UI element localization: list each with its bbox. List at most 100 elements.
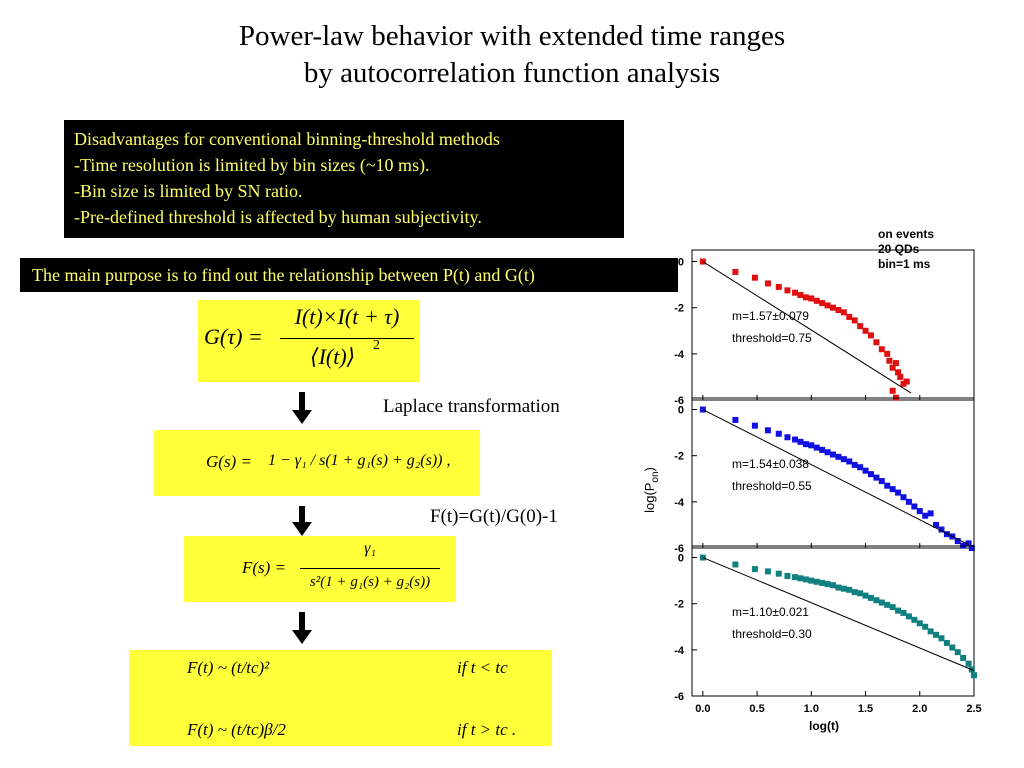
- data-point: [867, 471, 874, 478]
- x-axis-label: log(t): [809, 719, 839, 733]
- x-tick-label: 0.0: [695, 703, 710, 715]
- disadvantage-item: -Pre-defined threshold is affected by hu…: [74, 207, 482, 227]
- g-tau-exponent: 2: [373, 338, 380, 353]
- y-tick-label: -2: [674, 303, 684, 315]
- data-point: [751, 566, 758, 573]
- y-tick-label: 0: [678, 553, 684, 565]
- data-point: [867, 594, 874, 601]
- data-point: [802, 294, 809, 301]
- x-tick-label: 1.5: [858, 703, 873, 715]
- data-point: [835, 584, 842, 591]
- data-point: [792, 574, 799, 581]
- data-point: [911, 503, 918, 510]
- fit-slope-annotation: m=1.54±0.038: [732, 457, 809, 471]
- title-line-1: Power-law behavior with extended time ra…: [238, 20, 786, 52]
- y-axis-label-close: ): [642, 467, 657, 471]
- data-point: [784, 573, 791, 579]
- y-axis-label-main: log(P: [642, 483, 657, 513]
- y-axis-label-subscript: on: [650, 471, 661, 482]
- data-point: [764, 568, 771, 575]
- data-point: [971, 672, 977, 679]
- disadvantages-heading: Disadvantages for conventional binning-t…: [74, 129, 500, 149]
- down-arrow-icon: [292, 392, 312, 424]
- fs-numerator: γ₁: [364, 540, 376, 557]
- data-point: [840, 585, 847, 592]
- data-point: [784, 287, 791, 294]
- data-point: [819, 300, 826, 307]
- panel-frame: [691, 545, 975, 697]
- data-point: [900, 380, 907, 387]
- fs-fraction-bar: [300, 568, 440, 569]
- fit-slope-annotation: m=1.57±0.079: [732, 309, 809, 323]
- data-point: [851, 589, 858, 596]
- data-point: [873, 597, 880, 604]
- equation-fs-box: F(s) = γ₁ s²(1 + g₁(s) + g₂(s)): [184, 536, 456, 602]
- data-point: [851, 317, 858, 324]
- legend-line-1: on events: [878, 227, 934, 241]
- legend-line-3: bin=1 ms: [878, 257, 931, 271]
- data-point: [911, 616, 918, 623]
- data-point: [830, 582, 836, 589]
- data-point: [819, 446, 826, 453]
- data-point: [886, 357, 893, 364]
- data-point: [808, 295, 815, 302]
- fit-line: [702, 409, 969, 545]
- laplace-label: Laplace transformation: [383, 396, 560, 417]
- data-point: [895, 369, 902, 376]
- down-arrow-icon: [292, 612, 312, 644]
- data-point: [968, 545, 975, 551]
- data-point: [949, 644, 956, 651]
- data-point: [954, 649, 961, 656]
- data-point: [792, 289, 799, 296]
- data-point: [699, 258, 706, 265]
- data-point: [927, 510, 934, 517]
- title-line-2: by autocorrelation function analysis: [303, 57, 721, 89]
- legend-line-2: 20 QDs: [878, 242, 920, 256]
- g-tau-lhs: G(τ) =: [204, 324, 263, 349]
- y-tick-label: -2: [674, 599, 684, 611]
- data-point: [819, 579, 826, 586]
- y-axis-label-text: log(Pon): [642, 467, 661, 513]
- data-point: [892, 360, 899, 367]
- ft-definition-label: F(t)=G(t)/G(0)-1: [430, 506, 558, 527]
- data-point: [775, 430, 782, 437]
- data-point: [889, 486, 896, 493]
- data-point: [862, 467, 869, 474]
- data-point: [784, 434, 791, 441]
- data-point: [846, 313, 853, 320]
- data-point: [873, 474, 880, 481]
- x-tick-label: 1.0: [804, 703, 819, 715]
- log-log-chart-svg: on events 20 QDs bin=1 ms 0 -2 -4 -6 m=1.57±…: [642, 227, 982, 733]
- data-point: [824, 302, 831, 309]
- gs-body: 1 − γ₁ / s(1 + g₁(s) + g₂(s)) ,: [268, 452, 451, 469]
- data-point: [884, 350, 891, 357]
- data-point: [775, 283, 782, 290]
- y-tick-label: -6: [674, 543, 684, 555]
- data-point: [857, 323, 864, 330]
- data-point: [900, 494, 907, 501]
- disadvantage-item: -Time resolution is limited by bin sizes…: [74, 155, 430, 175]
- data-point: [862, 327, 869, 334]
- data-point: [824, 449, 831, 456]
- panel-frame: [691, 249, 975, 401]
- data-point: [943, 639, 950, 646]
- g-tau-denominator: ⟨I(t)⟩: [310, 344, 356, 369]
- data-point: [867, 332, 874, 339]
- data-point: [813, 444, 820, 451]
- purpose-banner: The main purpose is to find out the rela…: [20, 258, 678, 292]
- power-law-short: F(t) ~ (t/tc)²: [187, 658, 270, 677]
- data-point: [938, 526, 945, 533]
- data-point: [802, 576, 809, 583]
- data-point: [905, 613, 912, 620]
- power-law-short-condition: if t < tc: [457, 658, 508, 677]
- y-tick-label: -6: [674, 395, 684, 407]
- data-point: [797, 438, 804, 445]
- chart-panel-1: 0 -2 -4 -6 m=1.57±0.079 threshold=0.75: [674, 249, 975, 407]
- data-point: [824, 581, 831, 588]
- data-point: [900, 609, 907, 616]
- data-point: [878, 478, 885, 485]
- data-point: [895, 607, 902, 614]
- data-point: [895, 489, 902, 496]
- data-point: [846, 458, 853, 465]
- data-point: [775, 570, 782, 577]
